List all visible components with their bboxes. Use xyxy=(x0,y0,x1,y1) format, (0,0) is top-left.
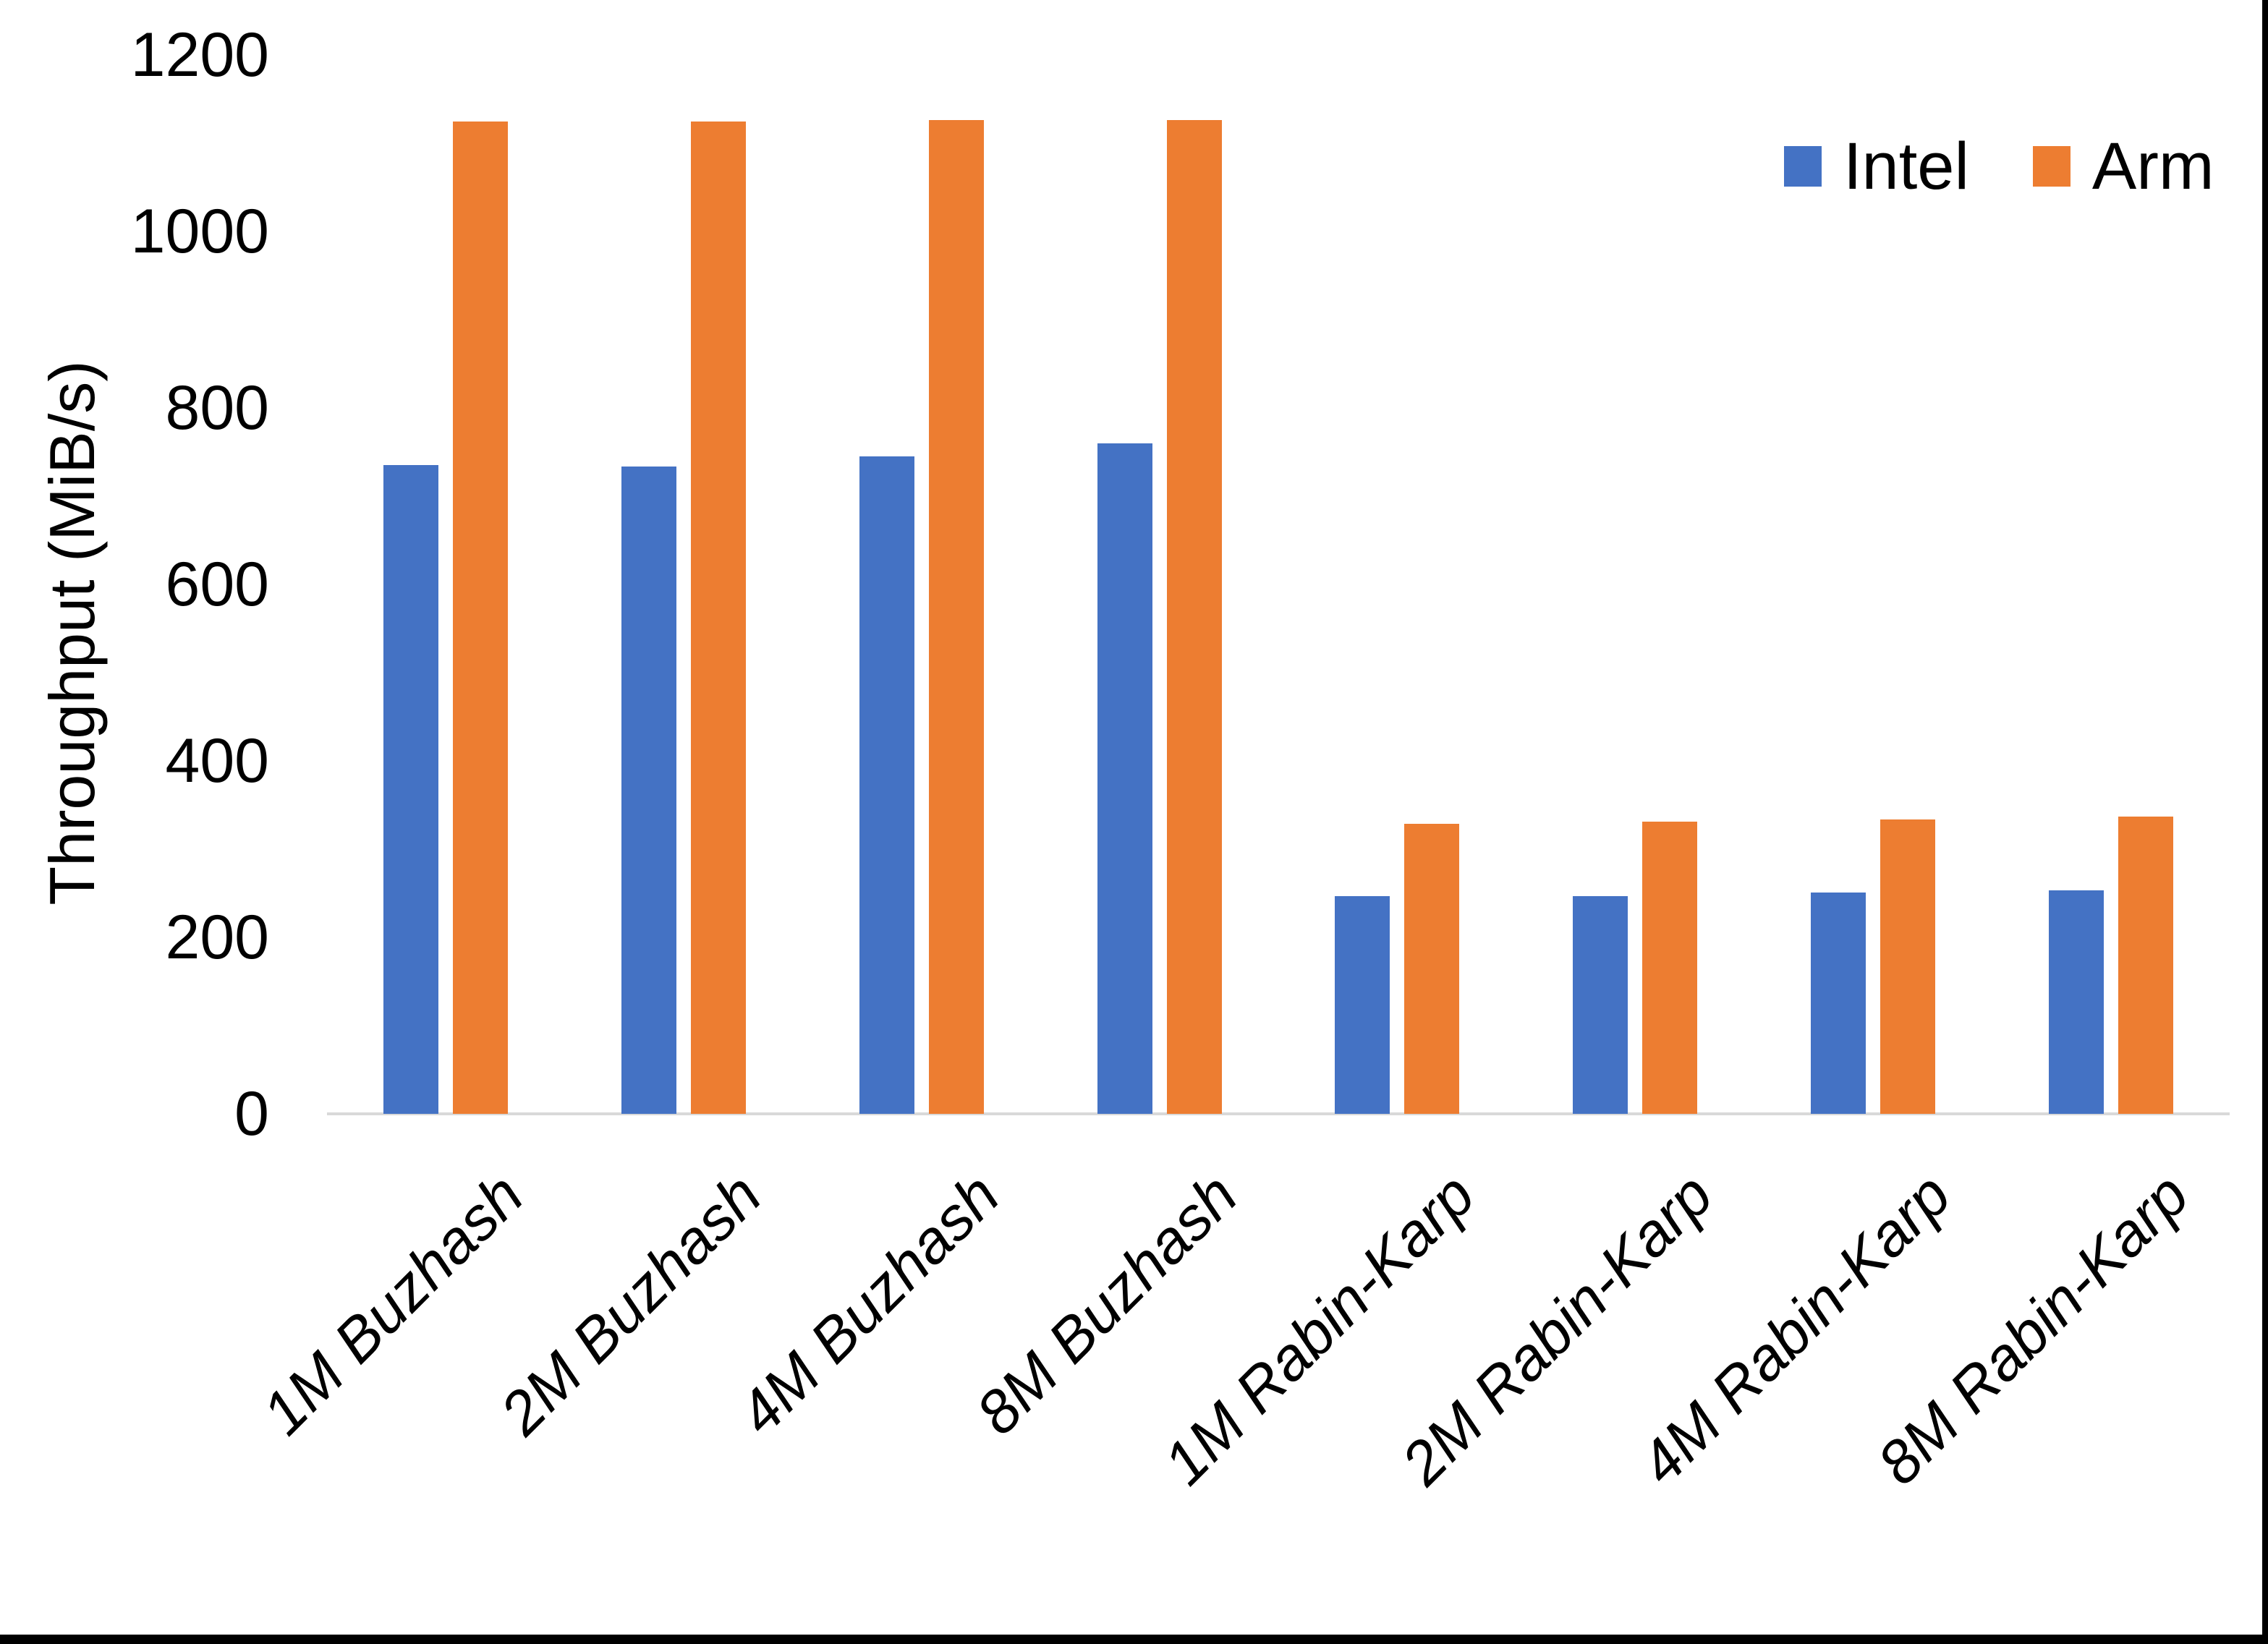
y-axis-tick-label-400: 400 xyxy=(165,726,270,796)
bar-intel-4m-buzhash xyxy=(859,456,914,1114)
legend-label-arm: Arm xyxy=(2091,129,2214,203)
legend-item-intel: Intel xyxy=(1784,133,1969,200)
y-axis-tick-label-200: 200 xyxy=(165,903,270,972)
y-axis-tick-label-1000: 1000 xyxy=(130,197,269,266)
bar-intel-8m-rabin-karp xyxy=(2048,890,2104,1114)
bar-intel-2m-rabin-karp xyxy=(1573,895,1628,1114)
bar-intel-1m-buzhash xyxy=(383,465,439,1114)
bar-arm-2m-buzhash xyxy=(691,121,747,1114)
legend-label-intel: Intel xyxy=(1843,129,1969,203)
bar-arm-2m-rabin-karp xyxy=(1642,822,1698,1114)
bar-intel-4m-rabin-karp xyxy=(1810,892,1866,1114)
y-axis-title: Throughput (MiB/s) xyxy=(36,360,108,906)
legend-swatch-intel xyxy=(1784,146,1822,187)
page-bottom-border xyxy=(0,1635,2268,1644)
legend: Intel Arm xyxy=(1784,133,2214,200)
x-axis-line xyxy=(327,1112,2230,1115)
bar-intel-2m-buzhash xyxy=(621,466,677,1114)
bar-arm-8m-buzhash xyxy=(1166,120,1222,1114)
page-right-border xyxy=(2262,0,2268,1644)
y-axis-tick-label-600: 600 xyxy=(165,550,270,619)
bar-arm-4m-buzhash xyxy=(928,120,984,1114)
y-axis-tick-label-800: 800 xyxy=(165,373,270,443)
bar-arm-4m-rabin-karp xyxy=(1880,819,1935,1114)
bar-arm-1m-rabin-karp xyxy=(1404,823,1460,1114)
y-axis-tick-label-1200: 1200 xyxy=(130,20,269,90)
legend-swatch-arm xyxy=(2032,146,2070,187)
bar-intel-1m-rabin-karp xyxy=(1335,895,1390,1114)
bar-arm-1m-buzhash xyxy=(453,121,509,1114)
bar-arm-8m-rabin-karp xyxy=(2118,816,2173,1114)
legend-item-arm: Arm xyxy=(2032,129,2214,203)
bar-intel-8m-buzhash xyxy=(1097,443,1152,1114)
y-axis-tick-label-0: 0 xyxy=(234,1079,269,1149)
